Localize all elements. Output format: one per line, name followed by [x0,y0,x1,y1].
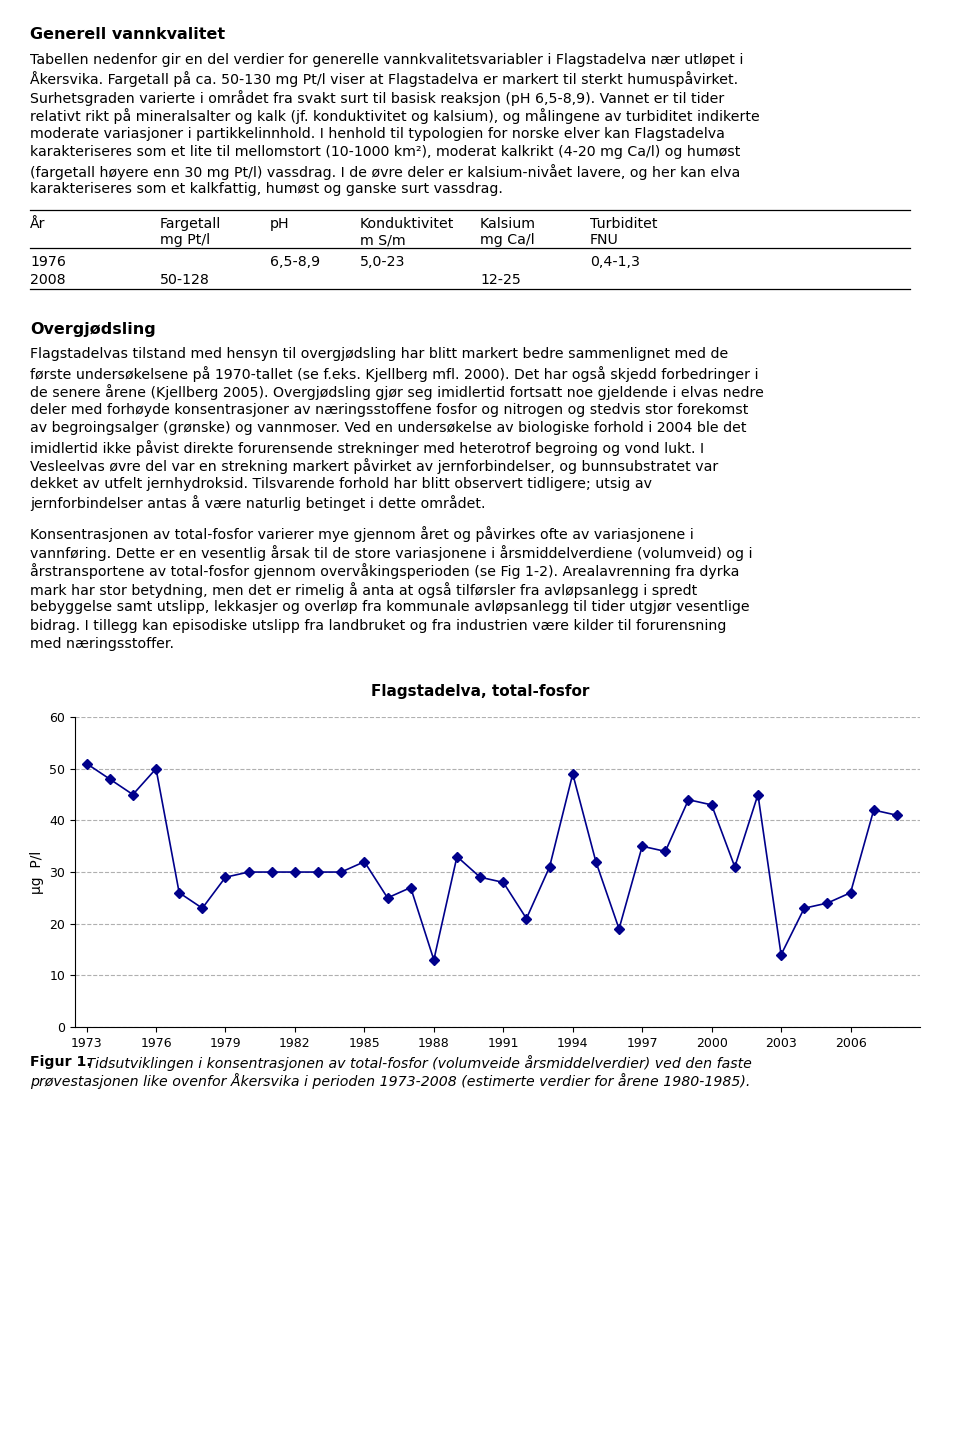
Text: Konsentrasjonen av total-fosfor varierer mye gjennom året og påvirkes ofte av va: Konsentrasjonen av total-fosfor varierer… [30,526,694,542]
Text: Overgjødsling: Overgjødsling [30,322,156,337]
Text: dekket av utfelt jernhydroksid. Tilsvarende forhold har blitt observert tidliger: dekket av utfelt jernhydroksid. Tilsvare… [30,476,652,490]
Text: vannføring. Dette er en vesentlig årsak til de store variasjonene i årsmiddelver: vannføring. Dette er en vesentlig årsak … [30,545,753,561]
Text: Vesleelvas øvre del var en strekning markert påvirket av jernforbindelser, og bu: Vesleelvas øvre del var en strekning mar… [30,459,718,474]
Text: bebyggelse samt utslipp, lekkasjer og overløp fra kommunale avløpsanlegg til tid: bebyggelse samt utslipp, lekkasjer og ov… [30,600,750,614]
Text: mg Pt/l: mg Pt/l [160,234,210,247]
Text: Kalsium: Kalsium [480,216,536,231]
Text: moderate variasjoner i partikkelinnhold. I henhold til typologien for norske elv: moderate variasjoner i partikkelinnhold.… [30,127,725,141]
Text: Turbiditet: Turbiditet [590,216,658,231]
Text: FNU: FNU [590,234,619,247]
Text: pH: pH [270,216,290,231]
Text: Figur 1.: Figur 1. [30,1054,92,1069]
Text: År: År [30,216,45,231]
Text: Surhetsgraden varierte i området fra svakt surt til basisk reaksjon (pH 6,5-8,9): Surhetsgraden varierte i området fra sva… [30,89,724,105]
Text: de senere årene (Kjellberg 2005). Overgjødsling gjør seg imidlertid fortsatt noe: de senere årene (Kjellberg 2005). Overgj… [30,384,764,399]
Text: bidrag. I tillegg kan episodiske utslipp fra landbruket og fra industrien være k: bidrag. I tillegg kan episodiske utslipp… [30,619,727,633]
Text: mg Ca/l: mg Ca/l [480,234,535,247]
Text: 5,0-23: 5,0-23 [360,255,405,268]
Text: første undersøkelsene på 1970-tallet (se f.eks. Kjellberg mfl. 2000). Det har og: første undersøkelsene på 1970-tallet (se… [30,366,758,382]
Text: jernforbindelser antas å være naturlig betinget i dette området.: jernforbindelser antas å være naturlig b… [30,495,486,510]
Text: av begroingsalger (grønske) og vannmoser. Ved en undersøkelse av biologiske forh: av begroingsalger (grønske) og vannmoser… [30,421,747,435]
Text: karakteriseres som et lite til mellomstort (10-1000 km²), moderat kalkrikt (4-20: karakteriseres som et lite til mellomsto… [30,146,740,160]
Text: Tidsutviklingen i konsentrasjonen av total-fosfor (volumveide årsmiddelverdier) : Tidsutviklingen i konsentrasjonen av tot… [82,1054,752,1071]
Text: karakteriseres som et kalkfattig, humøst og ganske surt vassdrag.: karakteriseres som et kalkfattig, humøst… [30,182,503,196]
Text: 6,5-8,9: 6,5-8,9 [270,255,320,268]
Text: Flagstadelva, total-fosfor: Flagstadelva, total-fosfor [371,684,589,699]
Text: årstransportene av total-fosfor gjennom overvåkingsperioden (se Fig 1-2). Areala: årstransportene av total-fosfor gjennom … [30,564,739,580]
Text: 50-128: 50-128 [160,273,209,287]
Text: m S/m: m S/m [360,234,406,247]
Text: relativt rikt på mineralsalter og kalk (jf. konduktivitet og kalsium), og måling: relativt rikt på mineralsalter og kalk (… [30,108,759,124]
Text: med næringsstoffer.: med næringsstoffer. [30,637,174,652]
Text: deler med forhøyde konsentrasjoner av næringsstoffene fosfor og nitrogen og sted: deler med forhøyde konsentrasjoner av næ… [30,402,749,417]
Text: Tabellen nedenfor gir en del verdier for generelle vannkvalitetsvariabler i Flag: Tabellen nedenfor gir en del verdier for… [30,53,743,66]
Text: Åkersvika. Fargetall på ca. 50-130 mg Pt/l viser at Flagstadelva er markert til : Åkersvika. Fargetall på ca. 50-130 mg Pt… [30,72,738,88]
Text: (fargetall høyere enn 30 mg Pt/l) vassdrag. I de øvre deler er kalsium-nivået la: (fargetall høyere enn 30 mg Pt/l) vassdr… [30,164,740,180]
Text: 0,4-1,3: 0,4-1,3 [590,255,640,268]
Y-axis label: µg  P/l: µg P/l [30,851,44,894]
Text: prøvestasjonen like ovenfor Åkersvika i perioden 1973-2008 (estimerte verdier fo: prøvestasjonen like ovenfor Åkersvika i … [30,1073,751,1089]
Text: 12-25: 12-25 [480,273,521,287]
Text: Generell vannkvalitet: Generell vannkvalitet [30,27,226,42]
Text: mark har stor betydning, men det er rimelig å anta at også tilførsler fra avløps: mark har stor betydning, men det er rime… [30,583,697,598]
Text: imidlertid ikke påvist direkte forurensende strekninger med heterotrof begroing : imidlertid ikke påvist direkte forurense… [30,440,704,456]
Text: Flagstadelvas tilstand med hensyn til overgjødsling har blitt markert bedre samm: Flagstadelvas tilstand med hensyn til ov… [30,348,729,360]
Text: Konduktivitet: Konduktivitet [360,216,454,231]
Text: Fargetall: Fargetall [160,216,221,231]
Text: 2008: 2008 [30,273,65,287]
Text: 1976: 1976 [30,255,66,268]
